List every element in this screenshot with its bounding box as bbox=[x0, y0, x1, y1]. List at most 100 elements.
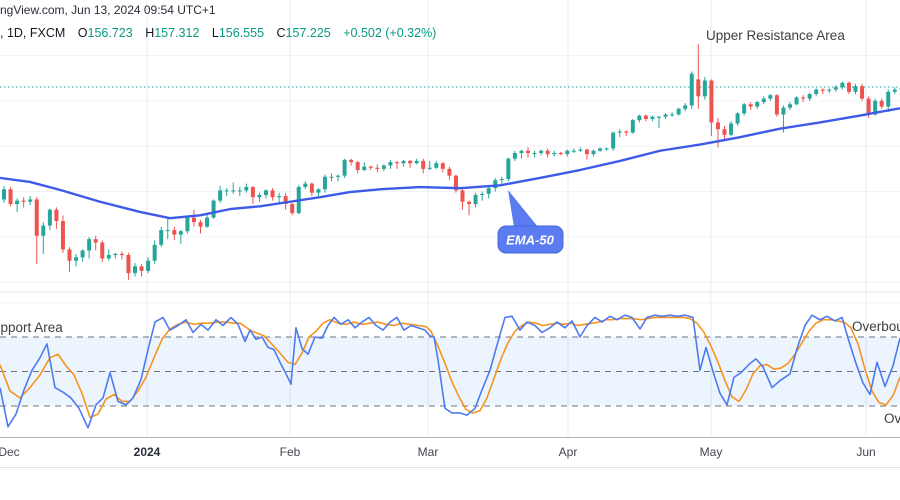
candle-body bbox=[277, 196, 282, 198]
candle-body bbox=[702, 80, 707, 97]
candle-body bbox=[414, 160, 419, 164]
candle-body bbox=[303, 183, 308, 188]
candle-body bbox=[165, 230, 170, 232]
candle-body bbox=[316, 189, 321, 193]
candle-body bbox=[801, 97, 806, 99]
candle-body bbox=[807, 94, 812, 99]
candle-body bbox=[270, 190, 275, 198]
candle-body bbox=[755, 102, 760, 107]
candle-body bbox=[480, 193, 485, 195]
candle-body bbox=[552, 153, 557, 155]
time-axis-label: Apr bbox=[558, 445, 578, 459]
candle-body bbox=[493, 180, 498, 189]
candle-body bbox=[879, 100, 884, 107]
candle-body bbox=[846, 82, 851, 92]
candle-body bbox=[80, 250, 85, 258]
candle-body bbox=[388, 162, 393, 166]
candle-body bbox=[309, 183, 314, 193]
candle-body bbox=[532, 153, 537, 155]
candle-body bbox=[60, 221, 65, 250]
candle-body bbox=[571, 150, 576, 152]
candle-body bbox=[873, 100, 878, 115]
candle-body bbox=[47, 209, 52, 226]
ohlc-high-value: 157.312 bbox=[154, 26, 200, 40]
candle-body bbox=[499, 179, 504, 181]
candle-body bbox=[643, 115, 648, 120]
candle-body bbox=[224, 190, 229, 192]
candle-body bbox=[113, 253, 118, 256]
candle-body bbox=[539, 150, 544, 154]
candle-body bbox=[886, 91, 891, 107]
candle-body bbox=[21, 200, 26, 202]
candle-body bbox=[768, 95, 773, 99]
candle-body bbox=[8, 189, 13, 205]
candle-body bbox=[794, 97, 799, 105]
candle-body bbox=[611, 132, 616, 149]
candle-body bbox=[637, 115, 642, 121]
candle-body bbox=[788, 104, 792, 108]
watermark-text: ngView.com, Jun 13, 2024 09:54 UTC+1 bbox=[0, 3, 216, 17]
candle-body bbox=[696, 79, 701, 97]
ema-callout-box[interactable] bbox=[497, 225, 564, 254]
candle-body bbox=[729, 123, 734, 135]
candle-body bbox=[630, 120, 635, 133]
candle-body bbox=[624, 131, 629, 133]
candle-body bbox=[198, 222, 203, 227]
candle-body bbox=[584, 149, 589, 155]
candle-body bbox=[172, 230, 177, 235]
candle-body bbox=[892, 89, 897, 92]
candle-body bbox=[558, 153, 563, 155]
stoch-k-line bbox=[0, 314, 900, 429]
candle-body bbox=[598, 148, 603, 151]
candle-body bbox=[159, 230, 164, 245]
ema-callout-tail bbox=[508, 190, 538, 227]
candle-body bbox=[676, 108, 681, 115]
upper-resistance-label[interactable]: Upper Resistance Area bbox=[706, 28, 845, 43]
candle-body bbox=[15, 200, 20, 205]
candle-body bbox=[604, 148, 609, 150]
candle-body bbox=[87, 239, 92, 251]
candle-body bbox=[650, 116, 655, 120]
symbol-prefix: , 1D, FXCM bbox=[0, 26, 66, 40]
candle-body bbox=[735, 113, 740, 124]
candle-body bbox=[211, 200, 216, 218]
candle-body bbox=[93, 239, 98, 243]
candle-body bbox=[657, 116, 661, 118]
ohlc-close-label: C bbox=[276, 26, 286, 40]
candle-body bbox=[264, 190, 268, 195]
candle-body bbox=[689, 73, 694, 106]
candle-body bbox=[578, 149, 583, 151]
support-area-label[interactable]: Support Area bbox=[0, 320, 63, 335]
candle-body bbox=[715, 122, 720, 130]
overbought-label[interactable]: Overbought bbox=[852, 319, 900, 334]
candle-body bbox=[781, 107, 786, 115]
price-change: +0.502 (+0.32%) bbox=[343, 26, 437, 40]
candle-body bbox=[250, 187, 255, 198]
candle-body bbox=[440, 163, 445, 169]
candle-body bbox=[742, 104, 747, 114]
candle-body bbox=[152, 244, 157, 261]
candle-body bbox=[349, 159, 354, 163]
candle-body bbox=[820, 89, 825, 91]
candle-body bbox=[342, 159, 347, 176]
candle-body bbox=[395, 162, 399, 164]
candle-body bbox=[434, 163, 439, 168]
candle-body bbox=[67, 249, 72, 261]
oversold-label[interactable]: Oversold bbox=[884, 411, 900, 426]
candle-body bbox=[28, 199, 33, 202]
candle-body bbox=[709, 80, 714, 123]
candle-body bbox=[617, 131, 622, 133]
candle-body bbox=[860, 86, 865, 99]
time-axis[interactable]: Dec 2024 Feb Mar Apr May Jun bbox=[0, 437, 900, 467]
candle-body bbox=[290, 204, 295, 214]
candle-body bbox=[126, 255, 131, 274]
ema-callout-label: EMA-50 bbox=[506, 233, 554, 248]
candle-body bbox=[106, 255, 111, 259]
candle-body bbox=[362, 166, 367, 171]
candle-body bbox=[139, 266, 144, 271]
time-axis-label: Dec bbox=[0, 445, 20, 459]
candle-body bbox=[467, 201, 472, 205]
candle-body bbox=[178, 231, 183, 235]
